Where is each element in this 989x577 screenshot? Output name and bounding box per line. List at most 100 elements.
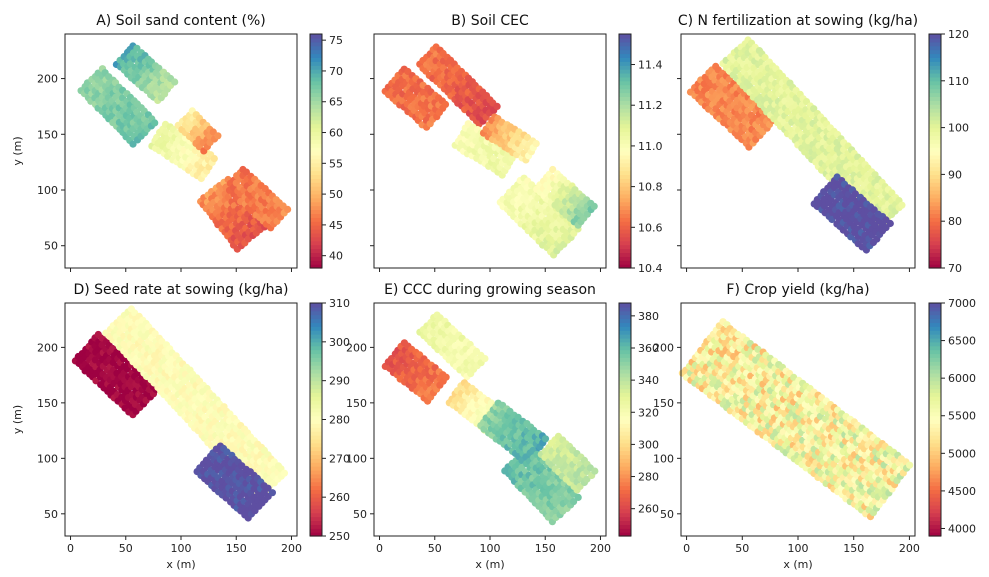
colorbar-segment [310, 96, 322, 101]
colorbar-segment [619, 473, 631, 479]
colorbar-segment [619, 225, 631, 230]
colorbar-segment [310, 337, 322, 343]
colorbar-segment [619, 512, 631, 518]
colorbar-segment [929, 485, 941, 490]
colorbar-segment [929, 73, 941, 78]
colorbar-segment [929, 407, 941, 413]
colorbar-segment [929, 248, 941, 253]
colorbar-segment [310, 384, 322, 390]
colorbar-tick-label: 70 [329, 65, 343, 78]
colorbar-segment [929, 310, 941, 316]
colorbar-segment [619, 380, 631, 386]
colorbar-segment [929, 341, 941, 347]
colorbar-segment [310, 236, 322, 242]
colorbar-segment [929, 256, 941, 261]
colorbar-segment [619, 501, 631, 506]
colorbar-segment [310, 306, 322, 312]
colorbar-segment [619, 69, 631, 74]
hex-cell [226, 410, 234, 418]
colorbar-segment [310, 497, 322, 502]
colorbar-segment [619, 76, 631, 82]
colorbar: 40 45 50 55 60 65 70 75 [309, 33, 343, 269]
colorbar-segment [310, 388, 322, 393]
colorbar-segment [929, 221, 941, 226]
colorbar-segment [619, 37, 631, 43]
colorbar-segment [310, 403, 322, 409]
colorbar-tick-label: 7000 [948, 297, 976, 310]
x-tick-label: 0 [683, 542, 690, 555]
colorbar-tick-label: 290 [329, 375, 350, 388]
panel-B: B) Soil CEC 10.4 10.6 10.8 11.0 11.2 11.4 [370, 13, 663, 275]
panel-A: A) Soil sand content (%) 50 100 150 200 y (m)… [11, 13, 343, 272]
colorbar-segment [929, 365, 941, 370]
colorbar-segment [619, 330, 631, 335]
colorbar-segment [619, 314, 631, 320]
colorbar-segment [619, 341, 631, 347]
colorbar-segment [310, 162, 322, 168]
hexbin-cells [71, 305, 288, 522]
colorbar-tick-label: 11.4 [638, 59, 663, 72]
colorbar-segment [929, 516, 941, 522]
colorbar-segment [310, 158, 322, 164]
colorbar-segment [929, 415, 941, 421]
hex-cell [851, 190, 860, 198]
x-tick-label: 0 [67, 542, 74, 555]
colorbar-segment [310, 123, 322, 129]
hex-cell [541, 435, 550, 443]
colorbar-tick-label: 40 [329, 250, 343, 263]
colorbar-segment [310, 112, 322, 117]
colorbar-segment [310, 221, 322, 226]
colorbar-segment [310, 438, 322, 444]
colorbar-segment [929, 61, 941, 66]
colorbar-segment [929, 361, 941, 366]
colorbar-segment [619, 49, 631, 55]
colorbar-segment [929, 400, 941, 405]
colorbar-segment [929, 100, 941, 105]
colorbar-segment [310, 462, 322, 467]
colorbar-segment [929, 80, 941, 86]
hex-cell [133, 44, 141, 52]
y-tick-label: 200 [37, 73, 58, 86]
colorbar-segment [929, 349, 941, 355]
y-axis-label: y (m) [11, 136, 24, 165]
hex-cell [493, 102, 501, 110]
colorbar-tick-label: 270 [329, 452, 350, 465]
colorbar-segment [929, 392, 941, 397]
colorbar-segment [929, 65, 941, 70]
colorbar-segment [310, 493, 322, 498]
colorbar-segment [929, 334, 941, 339]
y-tick-label: 200 [346, 341, 367, 354]
hex-cell [210, 155, 218, 163]
hexbin-cells [686, 36, 906, 254]
colorbar-segment [929, 178, 941, 183]
hexbin-cells [678, 318, 914, 521]
panel-title: C) N fertilization at sowing (kg/ha) [678, 13, 918, 29]
colorbar-segment [310, 248, 322, 253]
colorbar-segment [619, 411, 631, 417]
colorbar-segment [619, 201, 631, 207]
colorbar-segment [929, 158, 941, 164]
colorbar: 70 80 90 100 110 120 [928, 28, 969, 275]
x-axis-label: x (m) [475, 558, 504, 571]
colorbar-segment [929, 112, 941, 117]
colorbar-segment [619, 244, 631, 250]
colorbar-segment [310, 232, 322, 238]
colorbar-tick-label: 6500 [948, 335, 976, 348]
colorbar-segment [310, 353, 322, 358]
colorbar-segment [310, 252, 322, 257]
colorbar-segment [310, 454, 322, 459]
colorbar-segment [929, 264, 941, 269]
colorbar-segment [310, 504, 322, 510]
colorbar-segment [310, 473, 322, 479]
colorbar-segment [310, 69, 322, 74]
colorbar-segment [929, 380, 941, 386]
colorbar-tick-label: 5500 [948, 410, 976, 423]
colorbar-tick-label: 280 [329, 414, 350, 427]
colorbar-segment [619, 353, 631, 358]
colorbar-segment [929, 322, 941, 327]
colorbar-segment [310, 477, 322, 483]
hex-cell [441, 100, 450, 108]
colorbar-segment [310, 431, 322, 436]
x-tick-label: 200 [899, 542, 920, 555]
colorbar-segment [619, 73, 631, 78]
